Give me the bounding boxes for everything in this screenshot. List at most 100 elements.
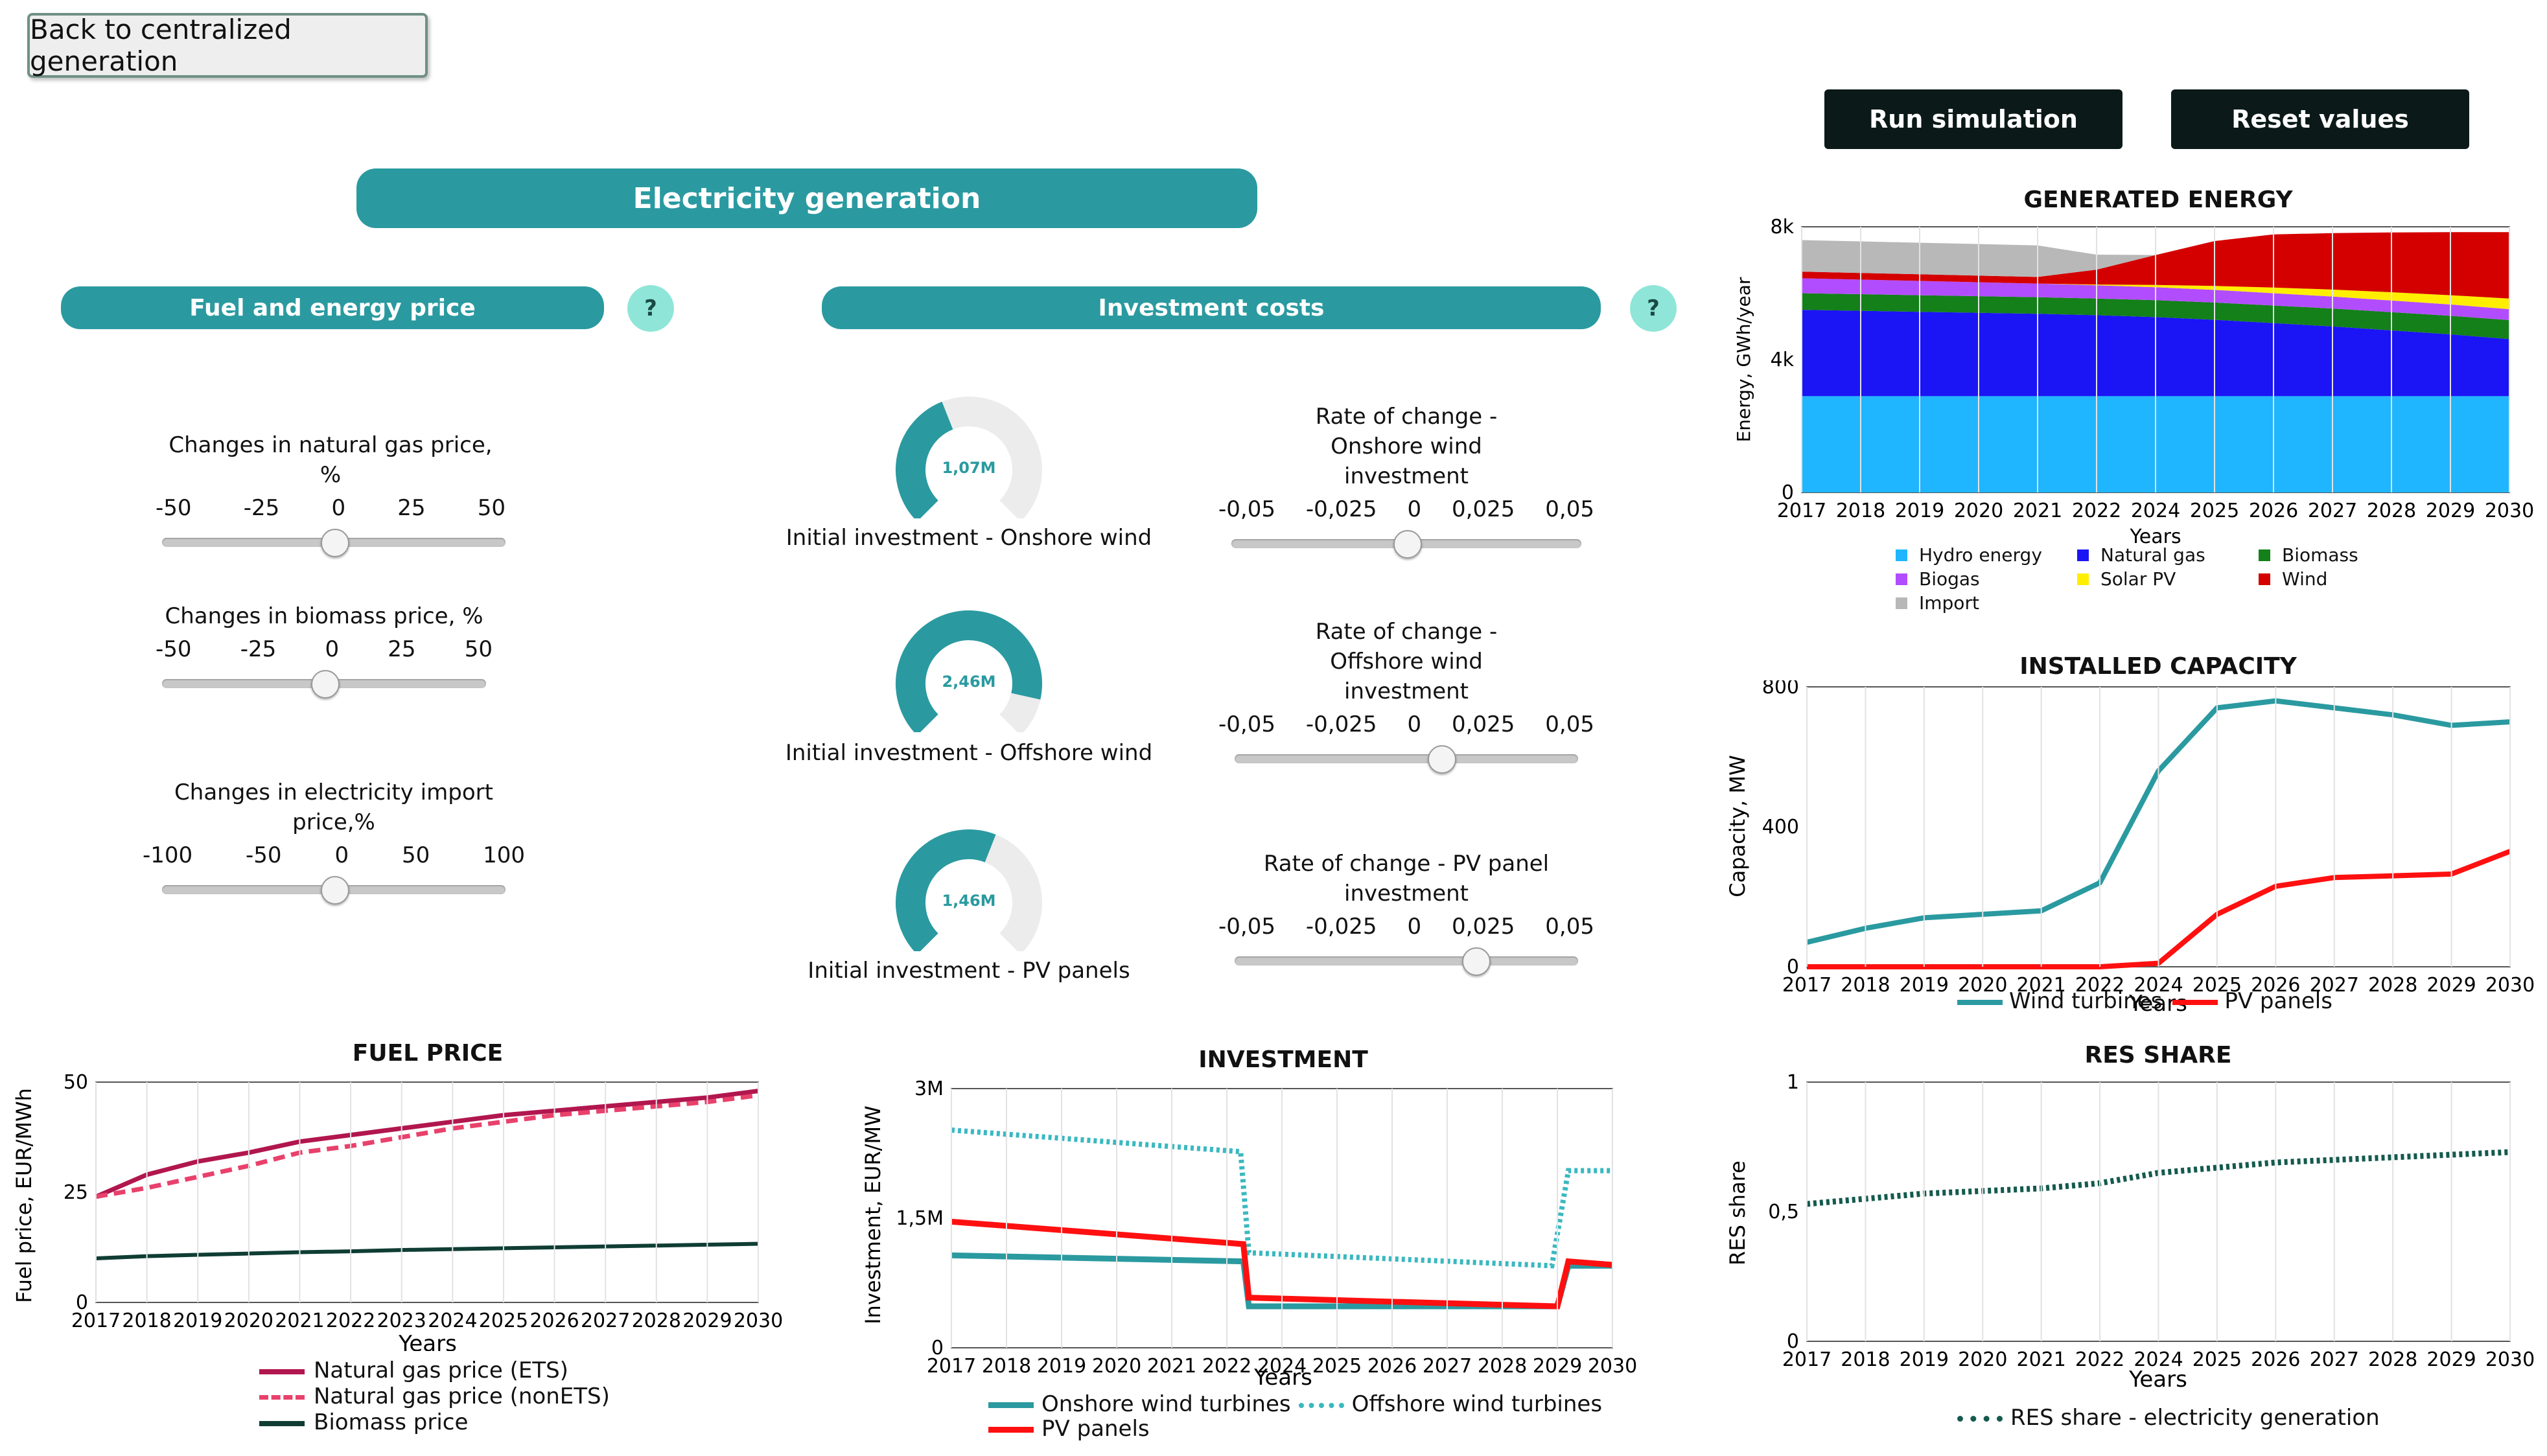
x-tick-label: 2028 xyxy=(2368,974,2417,997)
y-axis-label: Energy, GWh/year xyxy=(1733,277,1754,442)
legend-label: Solar PV xyxy=(2100,568,2176,590)
series-line-biomass-price xyxy=(95,1242,759,1260)
slider-ticks: -0,05 -0,025 0 0,025 0,05 xyxy=(1218,496,1594,522)
gauge-offshore-label: Initial investment - Offshore wind xyxy=(785,740,1153,766)
slider-track[interactable] xyxy=(1231,530,1581,559)
y-tick-label: 25 xyxy=(64,1181,88,1204)
slider-track[interactable] xyxy=(162,670,486,699)
x-tick-label: 2022 xyxy=(2075,1348,2124,1371)
gauge-offshore-svg: 2,46M xyxy=(896,610,1042,735)
tick: -0,05 xyxy=(1218,496,1275,522)
tick: 0 xyxy=(331,495,346,521)
legend-item: Hydro energy xyxy=(1896,544,2077,566)
y-tick-label: 4k xyxy=(1771,349,1795,371)
tick: 0,025 xyxy=(1452,914,1515,940)
series-line-pv-panels xyxy=(951,1218,1613,1310)
tick: -0,025 xyxy=(1305,711,1377,737)
legend-label: Wind turbines xyxy=(2009,988,2163,1014)
x-tick-label: 2017 xyxy=(1782,974,1832,997)
y-tick-label: 0 xyxy=(1787,956,1799,978)
x-tick-label: 2029 xyxy=(682,1310,732,1332)
natural-gas-price-slider: Changes in natural gas price, % -50 -25 0 2… xyxy=(156,430,506,557)
legend-label: RES share - electricity generation xyxy=(2010,1405,2380,1431)
investment-chart: 2017 2018 2019 2020 2021 2022 2024 2025 2026 2027… xyxy=(861,1078,1637,1390)
legend-label: PV panels xyxy=(2224,988,2332,1014)
gauge-pv-label: Initial investment - PV panels xyxy=(808,958,1130,984)
tick: 0,05 xyxy=(1545,711,1594,737)
legend-swatch xyxy=(2259,549,2270,561)
gauge-value: 2,46M xyxy=(942,673,995,691)
res-share-title: RES SHARE xyxy=(2084,1042,2232,1069)
x-tick-label: 2026 xyxy=(529,1310,579,1332)
run-simulation-button[interactable]: Run simulation xyxy=(1824,89,2122,149)
onshore-wind-rate-slider: Rate of change - Onshore wind investment… xyxy=(1218,402,1594,559)
y-tick-label: 0,5 xyxy=(1768,1201,1799,1223)
x-tick-label: 2021 xyxy=(2013,500,2062,522)
legend-item: Biomass price xyxy=(259,1409,726,1435)
series-line-offshore-wind-turbines xyxy=(951,1127,1612,1269)
x-tick-label: 2022 xyxy=(2072,500,2121,522)
pv-panel-rate-slider: Rate of change - PV panel investment -0,… xyxy=(1218,849,1594,976)
x-tick-label: 2017 xyxy=(71,1310,121,1332)
tick: 0 xyxy=(325,636,340,662)
x-tick-label: 2018 xyxy=(122,1310,171,1332)
reset-values-button[interactable]: Reset values xyxy=(2171,89,2469,149)
x-tick-label: 2028 xyxy=(1478,1355,1527,1378)
x-axis-label: Years xyxy=(2128,1367,2187,1392)
legend-swatch xyxy=(1896,549,1907,561)
investment-help-icon[interactable]: ? xyxy=(1630,285,1677,332)
slider-ticks: -50 -25 0 25 50 xyxy=(156,636,493,662)
slider-track[interactable] xyxy=(1235,745,1578,774)
y-axis-label: RES share xyxy=(1725,1161,1750,1265)
slider-thumb[interactable] xyxy=(321,876,349,905)
fuel-help-icon[interactable]: ? xyxy=(627,285,674,332)
x-tick-label: 2027 xyxy=(2308,500,2357,522)
x-axis-label: Years xyxy=(1253,1365,1312,1390)
x-tick-label: 2020 xyxy=(1958,1348,2007,1371)
legend-swatch xyxy=(1957,1416,2003,1422)
y-tick-label: 1 xyxy=(1787,1071,1799,1094)
y-tick-label: 0 xyxy=(931,1337,944,1359)
legend-label: Offshore wind turbines xyxy=(1351,1391,1603,1417)
investment-title: INVESTMENT xyxy=(1198,1046,1368,1073)
slider-label: Rate of change - Onshore wind investment xyxy=(1315,404,1498,489)
slider-track[interactable] xyxy=(1235,947,1578,976)
x-tick-label: 2022 xyxy=(326,1310,375,1332)
slider-track[interactable] xyxy=(162,876,506,905)
gauge-pv: 1,46M xyxy=(885,822,1053,954)
x-tick-label: 2026 xyxy=(2249,500,2298,522)
x-tick-label: 2024 xyxy=(428,1310,477,1332)
x-tick-label: 2024 xyxy=(2131,500,2180,522)
slider-label: Changes in biomass price, % xyxy=(165,603,483,629)
y-tick-label: 0 xyxy=(76,1291,88,1314)
legend-label: PV panels xyxy=(1041,1416,1150,1442)
series-line-natural-gas-price-nonets- xyxy=(95,1092,759,1199)
y-tick-label: 8k xyxy=(1771,216,1795,238)
legend-item: PV panels xyxy=(2172,988,2332,1014)
tick: -50 xyxy=(156,636,192,662)
x-tick-label: 2017 xyxy=(1777,500,1826,522)
slider-thumb[interactable] xyxy=(1462,947,1491,976)
x-tick-label: 2026 xyxy=(2251,974,2300,997)
legend-item: Biomass xyxy=(2259,544,2388,566)
x-tick-label: 2022 xyxy=(1202,1355,1251,1378)
slider-thumb[interactable] xyxy=(1393,530,1422,559)
offshore-wind-rate-slider: Rate of change - Offshore wind investmen… xyxy=(1218,617,1594,774)
tick: 0,05 xyxy=(1545,914,1594,940)
slider-ticks: -0,05 -0,025 0 0,025 0,05 xyxy=(1218,711,1594,737)
x-tick-label: 2019 xyxy=(1037,1355,1086,1378)
gauge-fill xyxy=(896,829,996,954)
tick: 25 xyxy=(388,636,416,662)
slider-thumb[interactable] xyxy=(321,529,349,557)
series-line-onshore-wind-turbines xyxy=(951,1252,1612,1310)
slider-track[interactable] xyxy=(162,529,506,557)
y-tick-label: 50 xyxy=(64,1071,88,1094)
x-tick-label: 2020 xyxy=(1954,500,2003,522)
back-to-centralized-generation-button[interactable]: Back to centralized generation xyxy=(27,13,428,78)
slider-thumb[interactable] xyxy=(311,670,340,699)
series-line-natural-gas-price-ets- xyxy=(95,1089,759,1199)
y-tick-label: 400 xyxy=(1762,816,1799,838)
slider-thumb[interactable] xyxy=(1428,745,1456,774)
tick: -0,025 xyxy=(1305,496,1377,522)
generated-energy-legend: Hydro energy Natural gas Biomass Biogas … xyxy=(1896,544,2388,614)
